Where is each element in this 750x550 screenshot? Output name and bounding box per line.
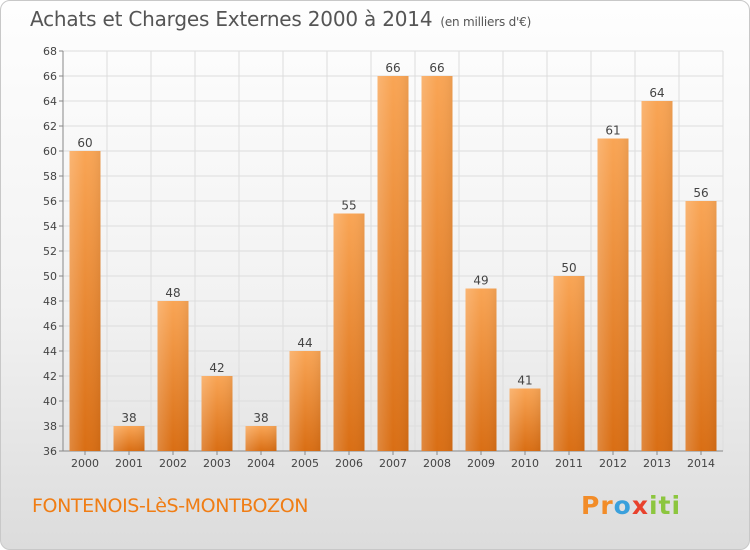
- value-label-2004: 38: [253, 411, 268, 425]
- value-labels: 60 38 48 42 38 44 55 66 66 49 41 50 61 64 56: [77, 61, 708, 425]
- y-tick-label: 46: [43, 320, 57, 333]
- bar-shine-2012: [597, 138, 629, 451]
- title-unit: (en milliers d'€): [440, 15, 532, 29]
- bar-shine-2004: [245, 426, 277, 451]
- x-tick-label: 2014: [687, 457, 715, 470]
- y-tick-label: 58: [43, 170, 57, 183]
- value-label-2013: 64: [649, 86, 664, 100]
- bar-shine-2000: [69, 151, 101, 451]
- bars: [69, 76, 717, 451]
- bar-shine-2005: [289, 351, 321, 451]
- x-tick-label: 2001: [115, 457, 143, 470]
- chart-title: Achats et Charges Externes 2000 à 2014 (e…: [30, 7, 531, 31]
- x-tick-label: 2003: [203, 457, 231, 470]
- x-tick-label: 2000: [71, 457, 99, 470]
- value-label-2008: 66: [429, 61, 444, 75]
- bar-shine-2003: [201, 376, 233, 451]
- value-label-2011: 50: [561, 261, 576, 275]
- x-tick-label: 2012: [599, 457, 627, 470]
- y-tick-label: 52: [43, 245, 57, 258]
- y-tick-label: 54: [43, 220, 57, 233]
- bar-shine-2006: [333, 213, 365, 451]
- value-label-2001: 38: [121, 411, 136, 425]
- x-tick-label: 2006: [335, 457, 363, 470]
- y-tick-label: 60: [43, 145, 57, 158]
- y-tick-label: 42: [43, 370, 57, 383]
- x-tick-label: 2009: [467, 457, 495, 470]
- bar-shine-2011: [553, 276, 585, 451]
- value-label-2012: 61: [605, 124, 620, 138]
- x-tick-label: 2011: [555, 457, 583, 470]
- value-label-2005: 44: [297, 336, 312, 350]
- y-tick-label: 62: [43, 120, 57, 133]
- y-tick-label: 66: [43, 70, 57, 83]
- bar-shine-2014: [685, 201, 717, 451]
- x-tick-label: 2004: [247, 457, 275, 470]
- proxiti-logo[interactable]: Proxiti: [581, 491, 682, 520]
- bar-shine-2008: [421, 76, 453, 451]
- value-label-2010: 41: [517, 374, 532, 388]
- y-tick-label: 68: [43, 45, 57, 58]
- value-label-2002: 48: [165, 286, 180, 300]
- y-tick-label: 38: [43, 420, 57, 433]
- x-tick-label: 2013: [643, 457, 671, 470]
- x-tick-label: 2002: [159, 457, 187, 470]
- y-tick-label: 36: [43, 445, 57, 458]
- bar-shine-2009: [465, 288, 497, 451]
- bar-shine-2010: [509, 388, 541, 451]
- y-tick-label: 56: [43, 195, 57, 208]
- value-label-2003: 42: [209, 361, 224, 375]
- y-tick-label: 50: [43, 270, 57, 283]
- bar-shine-2007: [377, 76, 409, 451]
- bar-shine-2002: [157, 301, 189, 451]
- bar-shine-2013: [641, 101, 673, 451]
- value-label-2000: 60: [77, 136, 92, 150]
- y-tick-label: 48: [43, 295, 57, 308]
- x-tick-label: 2007: [379, 457, 407, 470]
- value-label-2006: 55: [341, 199, 356, 213]
- value-label-2007: 66: [385, 61, 400, 75]
- value-label-2009: 49: [473, 274, 488, 288]
- y-tick-label: 40: [43, 395, 57, 408]
- y-tick-label: 44: [43, 345, 57, 358]
- bar-shine-2001: [113, 426, 145, 451]
- value-label-2014: 56: [693, 186, 708, 200]
- y-tick-label: 64: [43, 95, 57, 108]
- x-tick-label: 2005: [291, 457, 319, 470]
- title-text: Achats et Charges Externes 2000 à 2014: [30, 7, 433, 31]
- location-name: FONTENOIS-LèS-MONTBOZON: [32, 495, 309, 517]
- x-tick-label: 2010: [511, 457, 539, 470]
- x-tick-label: 2008: [423, 457, 451, 470]
